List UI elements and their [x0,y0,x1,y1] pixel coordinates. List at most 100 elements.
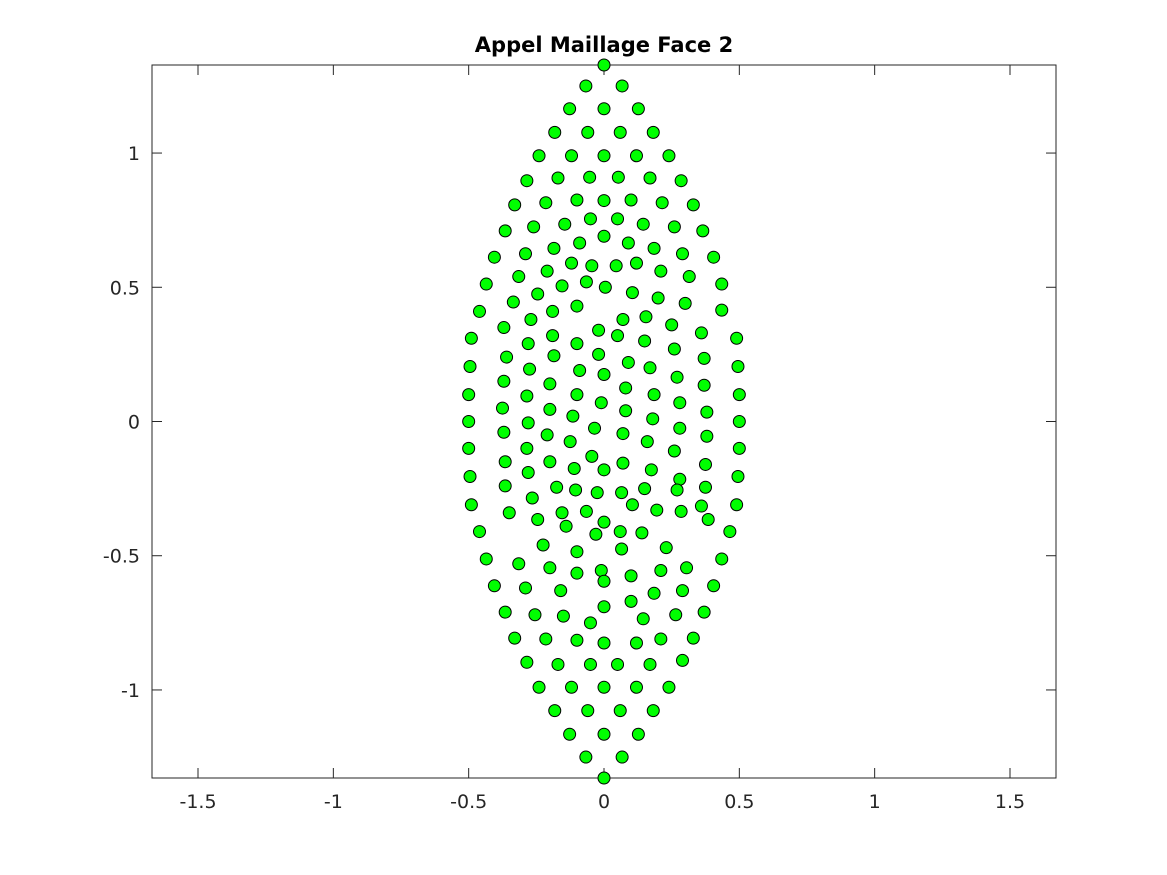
data-point [550,480,564,494]
data-point [655,196,669,210]
x-tick-label: 1 [869,791,881,813]
data-point [707,579,721,593]
data-points [462,58,746,785]
data-point [579,504,593,518]
data-point [462,415,476,428]
data-point [629,680,643,694]
data-point [579,275,593,289]
data-point [570,337,584,351]
data-point [638,482,652,496]
data-point [624,569,638,583]
data-point [547,241,561,255]
data-point [670,483,684,497]
data-point [723,525,737,539]
data-point [654,264,668,278]
data-point [540,264,554,278]
data-point [624,193,638,207]
data-point [654,563,668,577]
data-point [629,149,643,163]
data-point [613,525,627,539]
data-point [594,396,608,410]
data-point [732,388,746,402]
data-point [698,457,712,471]
data-point [670,370,684,384]
data-point [611,657,625,671]
data-point [565,149,579,163]
data-point [592,347,606,361]
data-point [647,241,661,255]
data-point [540,428,554,442]
data-point [569,483,583,497]
data-point [615,542,629,556]
data-point [715,303,729,317]
data-point [506,295,520,309]
data-point [479,552,493,566]
data-point [662,680,676,694]
data-point [638,334,652,348]
data-point [563,727,577,741]
data-point [463,359,477,373]
data-point [662,149,676,163]
data-point [555,506,569,520]
data-point [673,472,687,486]
data-point [539,196,553,210]
data-point [519,247,533,261]
data-point [528,608,542,622]
axes-box [151,64,1057,779]
data-point [674,174,688,188]
data-point [597,368,611,382]
data-point [462,388,476,402]
data-point [583,170,597,184]
data-point [570,193,584,207]
data-point [635,526,649,540]
data-point [694,326,708,340]
data-point [700,405,714,419]
data-point [669,608,683,622]
data-point [563,435,577,449]
data-point [730,331,744,345]
data-point [609,259,623,273]
data-point [597,727,611,741]
data-point [597,58,611,72]
data-point [531,287,545,301]
data-point [570,545,584,559]
data-point [625,498,639,512]
data-point [532,149,546,163]
data-point [573,236,587,250]
data-point [597,229,611,243]
data-point [621,355,635,369]
data-point [629,636,643,650]
data-point [548,125,562,139]
data-point [570,633,584,647]
data-point [644,463,658,477]
data-point [523,362,537,376]
x-tick-label: -0.5 [450,791,487,813]
data-point [567,461,581,475]
data-point [539,632,553,646]
data-point [543,561,557,575]
data-point [547,349,561,363]
data-point [611,329,625,343]
data-point [462,441,476,455]
data-point [621,236,635,250]
data-point [563,102,577,116]
data-point [512,557,526,571]
data-point [536,538,550,552]
data-point [543,455,557,469]
data-point [579,79,593,93]
data-point [675,653,689,667]
data-point [543,402,557,416]
data-point [498,479,512,493]
y-tick-label: -0.5 [103,546,140,568]
data-point [524,312,538,326]
data-point [659,541,673,555]
data-point [696,224,710,238]
data-point [520,174,534,188]
data-point [686,631,700,645]
data-point [566,409,580,423]
data-point [651,291,665,305]
data-point [497,321,511,335]
data-point [525,491,539,505]
data-point [597,102,611,116]
x-tick-label: -1.5 [179,791,216,813]
